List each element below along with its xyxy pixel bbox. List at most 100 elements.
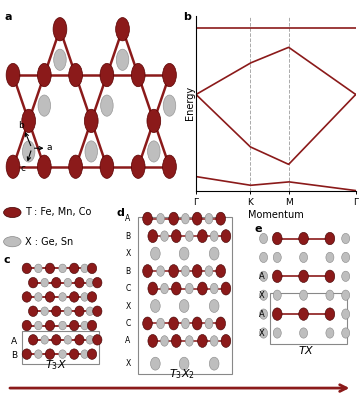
X-axis label: Momentum: Momentum — [248, 210, 304, 220]
Circle shape — [45, 349, 54, 359]
Circle shape — [171, 335, 181, 347]
Circle shape — [59, 293, 66, 301]
Circle shape — [147, 109, 161, 133]
Circle shape — [192, 265, 202, 278]
Circle shape — [81, 350, 89, 358]
Circle shape — [325, 308, 335, 320]
Circle shape — [179, 247, 189, 260]
Text: b: b — [183, 12, 191, 22]
Circle shape — [151, 300, 160, 312]
Circle shape — [6, 64, 20, 87]
Circle shape — [216, 317, 225, 330]
Circle shape — [87, 349, 97, 359]
Circle shape — [192, 317, 202, 330]
Circle shape — [342, 290, 350, 301]
Text: B: B — [125, 231, 130, 241]
Circle shape — [171, 282, 181, 295]
Circle shape — [143, 212, 152, 225]
Circle shape — [179, 357, 189, 370]
Circle shape — [299, 328, 307, 338]
Circle shape — [273, 328, 281, 338]
Circle shape — [260, 309, 268, 319]
Text: $T_3X$: $T_3X$ — [45, 358, 67, 372]
Text: X: X — [125, 249, 131, 258]
Circle shape — [54, 49, 66, 70]
Circle shape — [210, 336, 218, 346]
Circle shape — [192, 212, 202, 225]
Circle shape — [22, 263, 32, 274]
Circle shape — [221, 335, 231, 347]
Text: X: X — [258, 328, 264, 337]
Circle shape — [70, 320, 79, 331]
Circle shape — [116, 49, 129, 70]
Circle shape — [64, 335, 72, 344]
Circle shape — [148, 282, 158, 295]
Circle shape — [34, 264, 42, 273]
Circle shape — [299, 252, 307, 262]
Circle shape — [273, 252, 281, 262]
Circle shape — [157, 214, 164, 224]
Circle shape — [70, 349, 79, 359]
Circle shape — [157, 266, 164, 276]
Circle shape — [101, 95, 113, 116]
Circle shape — [299, 232, 309, 245]
Circle shape — [326, 328, 334, 338]
Circle shape — [70, 263, 79, 274]
Bar — [138, 217, 232, 374]
Text: c: c — [20, 164, 25, 173]
Text: a: a — [4, 12, 12, 22]
Circle shape — [59, 350, 66, 358]
Circle shape — [148, 335, 158, 347]
Circle shape — [209, 357, 219, 370]
Circle shape — [326, 290, 334, 301]
Circle shape — [131, 155, 145, 178]
Circle shape — [160, 336, 168, 346]
Circle shape — [209, 247, 219, 260]
Circle shape — [205, 266, 213, 276]
Circle shape — [210, 283, 218, 294]
Circle shape — [325, 270, 335, 283]
Circle shape — [216, 212, 225, 225]
Circle shape — [87, 292, 97, 302]
Circle shape — [342, 309, 350, 319]
Circle shape — [209, 300, 219, 312]
Circle shape — [87, 263, 97, 274]
Text: A: A — [258, 310, 264, 319]
Text: C: C — [125, 284, 131, 293]
Circle shape — [163, 155, 176, 178]
Circle shape — [260, 328, 268, 338]
Circle shape — [299, 308, 309, 320]
Circle shape — [260, 271, 268, 281]
Circle shape — [69, 155, 82, 178]
Circle shape — [216, 265, 225, 278]
Circle shape — [37, 155, 51, 178]
Circle shape — [205, 214, 213, 224]
Circle shape — [185, 283, 193, 294]
Y-axis label: Energy: Energy — [185, 86, 195, 120]
Circle shape — [197, 282, 207, 295]
Circle shape — [272, 308, 282, 320]
Circle shape — [163, 64, 176, 87]
Circle shape — [52, 306, 61, 316]
Text: X: X — [125, 359, 131, 368]
Circle shape — [221, 282, 231, 295]
Text: A: A — [11, 337, 17, 345]
Circle shape — [81, 321, 89, 330]
Circle shape — [100, 64, 114, 87]
Circle shape — [75, 306, 84, 316]
Circle shape — [87, 320, 97, 331]
Circle shape — [70, 292, 79, 302]
Circle shape — [93, 335, 102, 345]
Circle shape — [53, 17, 67, 41]
Circle shape — [86, 278, 94, 287]
Circle shape — [28, 335, 38, 345]
Circle shape — [342, 233, 350, 244]
Circle shape — [100, 155, 114, 178]
Circle shape — [171, 230, 181, 243]
Circle shape — [148, 141, 160, 162]
Circle shape — [260, 290, 268, 301]
Circle shape — [81, 293, 89, 301]
Text: b: b — [18, 121, 24, 129]
Circle shape — [260, 252, 268, 262]
Circle shape — [160, 231, 168, 241]
